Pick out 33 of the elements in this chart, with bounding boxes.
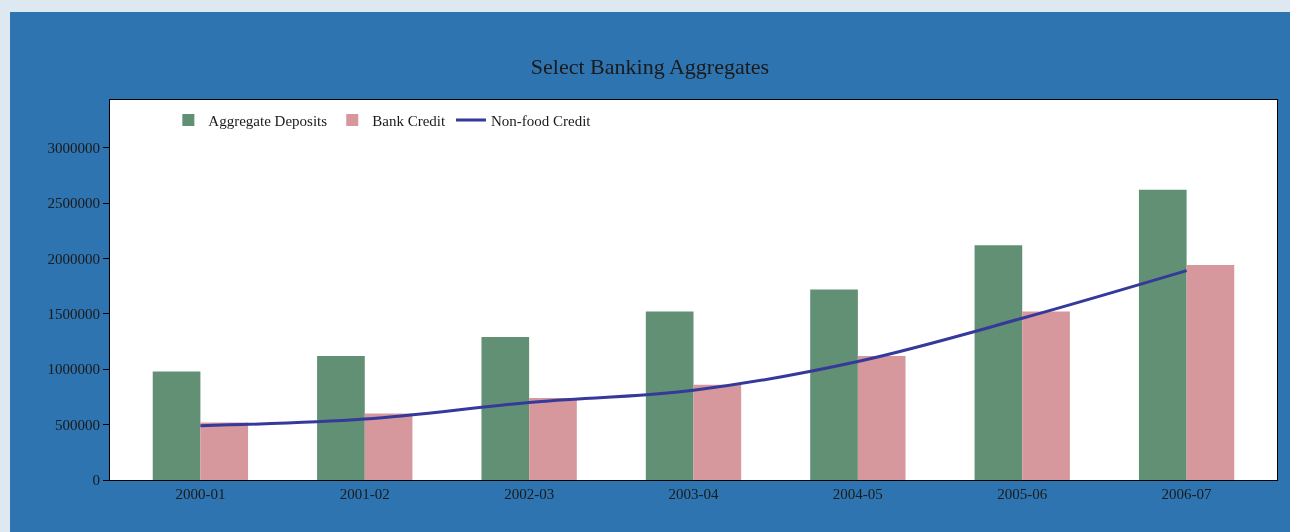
x-tick-label: 2006-07 — [1161, 486, 1213, 502]
line-series — [198, 269, 1189, 428]
bar — [1186, 265, 1235, 480]
y-tick-label: 3000000 — [47, 139, 100, 156]
bar — [810, 289, 858, 480]
bar — [200, 422, 249, 480]
x-tick-label: 2004-05 — [832, 486, 883, 502]
x-tick-label: 2000-01 — [175, 486, 226, 502]
y-tick-label: 2500000 — [47, 195, 100, 212]
bar — [857, 355, 906, 480]
x-tick-label: 2002-03 — [504, 486, 555, 502]
bar — [364, 413, 413, 480]
bar — [974, 245, 1023, 480]
y-tick-label: 0 — [92, 472, 100, 489]
legend-label: Aggregate Deposits — [208, 112, 328, 129]
bar — [1138, 189, 1187, 480]
chart-title: Select Banking Aggregates — [530, 54, 770, 80]
x-tick-label: 2003-04 — [668, 486, 719, 502]
bar — [317, 355, 365, 480]
bar — [529, 398, 577, 480]
x-tick-label: 2005-06 — [997, 486, 1048, 502]
x-tick-label: 2001-02 — [339, 486, 390, 502]
bar — [693, 384, 742, 480]
bar — [481, 337, 530, 480]
y-tick-label: 500000 — [55, 416, 100, 433]
bar — [1022, 311, 1070, 480]
y-tick-label: 1500000 — [47, 306, 100, 323]
bar — [152, 371, 201, 480]
legend-label: Non-food Credit — [490, 112, 592, 129]
y-tick-label: 1000000 — [47, 361, 100, 378]
legend-label: Bank Credit — [372, 112, 446, 129]
y-tick-label: 2000000 — [47, 250, 100, 267]
bar — [645, 311, 694, 480]
